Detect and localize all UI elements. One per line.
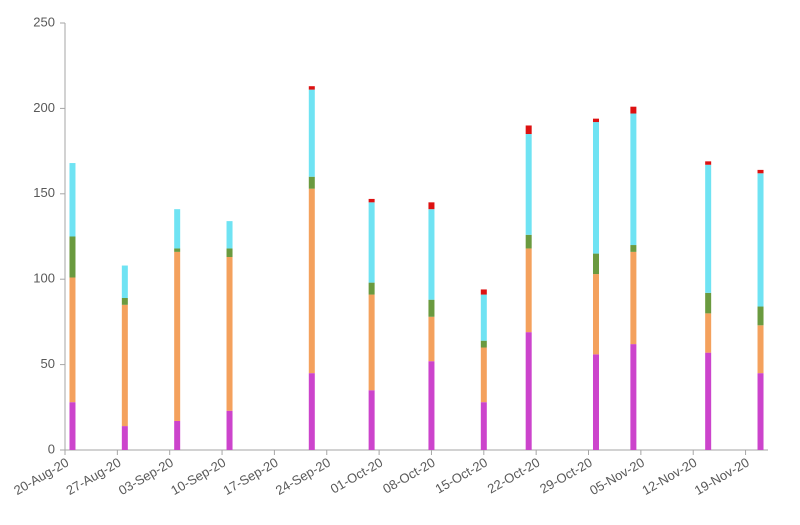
x-tick-label: 03-Sep-20 [116, 455, 176, 498]
bar-segment [525, 248, 532, 333]
bar-segment [428, 361, 435, 450]
bar-segment [308, 373, 315, 450]
bar-segment [308, 86, 315, 90]
bar-segment [480, 294, 487, 341]
bar-segment [705, 164, 712, 293]
bar-segment [428, 202, 435, 210]
bar-segment [308, 176, 315, 189]
bar-segment [480, 289, 487, 295]
x-tick-label: 29-Oct-20 [537, 455, 595, 497]
bar-segment [226, 221, 233, 249]
bar-segment [308, 188, 315, 374]
bar-segment [428, 209, 435, 300]
y-tick-label: 50 [41, 356, 55, 371]
bar-segment [592, 122, 599, 254]
x-tick-label: 24-Sep-20 [273, 455, 333, 498]
x-tick-label: 15-Oct-20 [432, 455, 490, 497]
bar-segment [525, 332, 532, 450]
bar-segment [705, 161, 712, 165]
x-tick-label: 05-Nov-20 [587, 455, 647, 498]
bar-segment [226, 410, 233, 450]
bar-segment [757, 373, 764, 450]
bar-segment [428, 299, 435, 317]
bar-segment [69, 163, 76, 237]
bar-segment [69, 402, 76, 450]
bar-segment [368, 202, 375, 283]
x-tick-label: 27-Aug-20 [63, 455, 123, 498]
bar-segment [592, 118, 599, 123]
bar-segment [480, 402, 487, 450]
bar-segment [525, 125, 532, 135]
bar-segment [757, 169, 764, 174]
bar-segment [705, 313, 712, 353]
bar-segment [630, 344, 637, 450]
bar-segment [368, 294, 375, 391]
bar-segment [428, 316, 435, 362]
bar-segment [69, 236, 76, 278]
y-tick-label: 100 [33, 271, 55, 286]
bar-segment [757, 306, 764, 326]
x-tick-label: 12-Nov-20 [639, 455, 699, 498]
bar-segment [525, 134, 532, 235]
y-tick-label: 200 [33, 100, 55, 115]
bar-segment [525, 234, 532, 249]
x-tick-label: 22-Oct-20 [485, 455, 543, 497]
bar-segment [226, 248, 233, 257]
bar-segment [368, 198, 375, 203]
x-tick-label: 20-Aug-20 [11, 455, 71, 498]
bar-segment [630, 106, 637, 114]
bar-segment [592, 253, 599, 275]
bar-segment [174, 251, 181, 421]
bar-segment [480, 347, 487, 403]
bar-segment [121, 304, 128, 427]
bar-segment [174, 209, 181, 249]
y-tick-label: 150 [33, 185, 55, 200]
bar-segment [174, 420, 181, 450]
x-tick-label: 08-Oct-20 [380, 455, 438, 497]
bar-segment [757, 325, 764, 374]
bar-segment [69, 277, 76, 403]
y-tick-label: 0 [48, 441, 55, 456]
x-tick-label: 17-Sep-20 [221, 455, 281, 498]
x-tick-label: 10-Sep-20 [168, 455, 228, 498]
x-tick-label: 01-Oct-20 [328, 455, 386, 497]
bar-segment [368, 282, 375, 295]
bar-segment [705, 352, 712, 450]
bar-segment [121, 297, 128, 305]
bar-segment [121, 265, 128, 298]
bar-segment [174, 248, 181, 252]
bar-segment [592, 274, 599, 355]
bar-segment [705, 292, 712, 314]
bar-segment [630, 251, 637, 345]
bar-segment [757, 173, 764, 307]
bar-segment [368, 390, 375, 450]
bar-segment [630, 113, 637, 246]
bar-segment [480, 340, 487, 348]
bar-segment [630, 245, 637, 252]
bar-segment [226, 256, 233, 411]
x-tick-label: 19-Nov-20 [692, 455, 752, 498]
bar-segment [121, 426, 128, 450]
bar-segment [592, 354, 599, 450]
y-tick-label: 250 [33, 14, 55, 29]
bar-segment [308, 89, 315, 177]
